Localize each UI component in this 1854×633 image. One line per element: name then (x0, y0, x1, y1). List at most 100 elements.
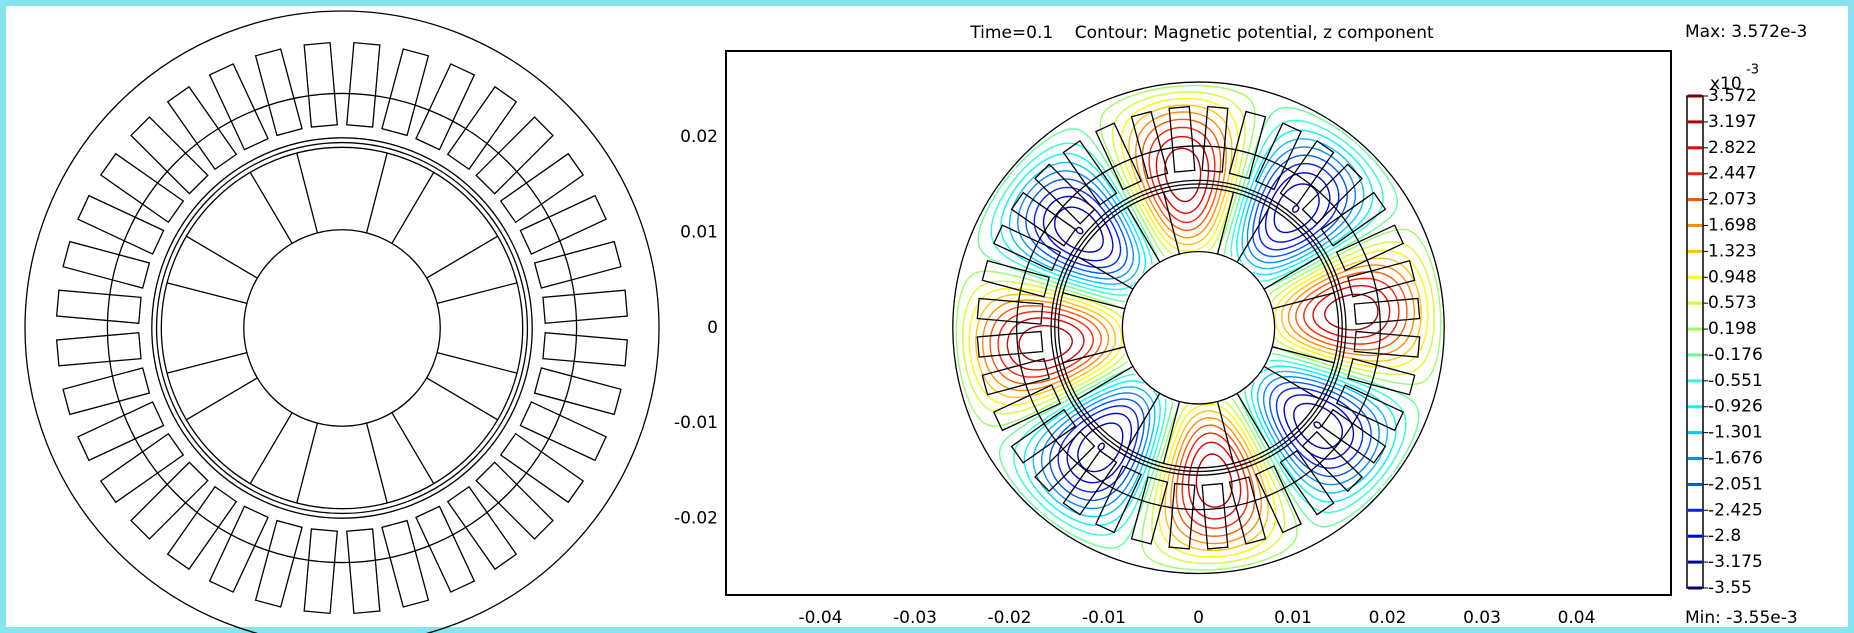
rotor-spoke (1062, 346, 1125, 364)
contour-line (962, 91, 1435, 565)
stator-slot (1168, 105, 1196, 173)
colorbar-tick-label: -0.926 (1708, 397, 1763, 417)
stator-slot (55, 332, 142, 367)
rotor-spoke (1263, 365, 1320, 400)
y-tick-label: 0.02 (680, 127, 718, 147)
stator-slot (208, 63, 269, 151)
geometry-circle (1016, 145, 1381, 511)
stator-slot (1130, 110, 1169, 180)
contour-line (1054, 183, 1343, 473)
rotor-spoke (296, 152, 319, 234)
contour-line (990, 119, 1407, 536)
x-tick-label: -0.02 (988, 608, 1032, 628)
geometry-circle (1050, 179, 1347, 476)
rotor-spoke (1062, 292, 1125, 310)
y-tick-label: -0.02 (674, 509, 718, 529)
stator-slot (1279, 449, 1335, 516)
stator-slot (533, 240, 622, 289)
rotor-spoke (1263, 256, 1320, 290)
geometry-circle (1121, 250, 1276, 405)
rotor-spoke (1162, 401, 1181, 464)
y-tick-label: 0 (707, 318, 718, 338)
stator-slot (77, 401, 165, 462)
contour-line (997, 126, 1400, 529)
rotor-spoke (1077, 256, 1134, 290)
stator-slot (62, 367, 151, 416)
rotor-spoke (1236, 393, 1271, 449)
stator-slot (1168, 482, 1196, 550)
x-tick-label: 0.01 (1274, 608, 1312, 628)
stator-slot (446, 485, 518, 571)
rotor-spoke (249, 172, 293, 244)
contour-line (1025, 154, 1372, 502)
colorbar-tick-label: 1.698 (1708, 215, 1757, 235)
stator-slot (1346, 260, 1416, 298)
x-tick-label: 0.04 (1558, 608, 1596, 628)
stator-slot (976, 297, 1044, 325)
stator-slot (381, 48, 430, 137)
rotor-spoke (1272, 346, 1335, 364)
rotor-spoke (1162, 192, 1181, 255)
x-tick-label: 0.03 (1463, 608, 1501, 628)
rotor-spoke (249, 412, 293, 484)
colorbar-exponent: -3 (1746, 63, 1759, 78)
geometry-panel (24, 10, 660, 633)
geometry-circle (155, 141, 529, 515)
x-tick-label: 0.02 (1369, 608, 1407, 628)
rotor-spoke (186, 377, 258, 421)
geometry-circle (243, 229, 441, 427)
rotor-spoke (166, 282, 248, 305)
stator-slot (1201, 482, 1229, 550)
stator-slot (303, 41, 338, 128)
rotor-spoke (426, 235, 498, 279)
contour-line (1006, 135, 1391, 520)
stator-slot (1353, 297, 1421, 325)
geometry-circle (1057, 187, 1340, 469)
geometry-circle (160, 146, 524, 510)
stator-slot (254, 48, 303, 137)
min-label: Min: -3.55e-3 (1685, 608, 1798, 628)
stator-slot (1062, 139, 1118, 206)
colorbar-tick-label: 2.822 (1708, 138, 1757, 158)
colorbar-tick-label: 0.948 (1708, 267, 1757, 287)
stator-slot (254, 519, 303, 608)
colorbar-tick-label: -0.176 (1708, 345, 1763, 365)
stator-slot (1034, 163, 1096, 225)
max-label: Max: 3.572e-3 (1685, 22, 1807, 42)
rotor-spoke (296, 422, 319, 504)
stator-slot (499, 432, 585, 504)
contour-line (955, 84, 1442, 571)
rotor-spoke (1126, 206, 1161, 263)
stator-slot (1320, 191, 1387, 247)
chart-title: Time=0.1 Contour: Magnetic potential, z … (969, 23, 1434, 43)
contour-line (982, 111, 1415, 545)
colorbar-tick-label: -2.8 (1708, 526, 1741, 546)
stator-slot (533, 367, 622, 416)
contour-line (977, 106, 1420, 549)
stator-slot (1335, 384, 1405, 432)
stator-slot (1010, 408, 1077, 464)
stator-slot (1279, 139, 1335, 206)
rotor-spoke (426, 377, 498, 421)
stator-slot (1228, 476, 1267, 545)
contour-line (1000, 129, 1397, 527)
contour-line (1008, 138, 1389, 518)
stator-slot (1010, 191, 1077, 247)
colorbar-tick-label: 0.198 (1708, 319, 1757, 339)
stator-slot (415, 63, 476, 151)
stator-slot (77, 194, 165, 255)
stator-slot (1320, 408, 1387, 464)
colorbar-label: x10 (1710, 74, 1742, 94)
colorbar-tick-label: -1.301 (1708, 423, 1763, 443)
stator-slot (1335, 224, 1405, 272)
stator-slot (208, 505, 269, 593)
contour-line (1075, 204, 1322, 452)
colorbar-tick-label: -2.051 (1708, 474, 1763, 494)
colorbar-tick-label: -3.175 (1708, 552, 1763, 572)
geometry-circle (24, 10, 660, 633)
stator-slot (992, 384, 1062, 432)
x-tick-label: -0.03 (893, 608, 937, 628)
stator-slot (1301, 163, 1363, 225)
rotor-spoke (186, 235, 258, 279)
